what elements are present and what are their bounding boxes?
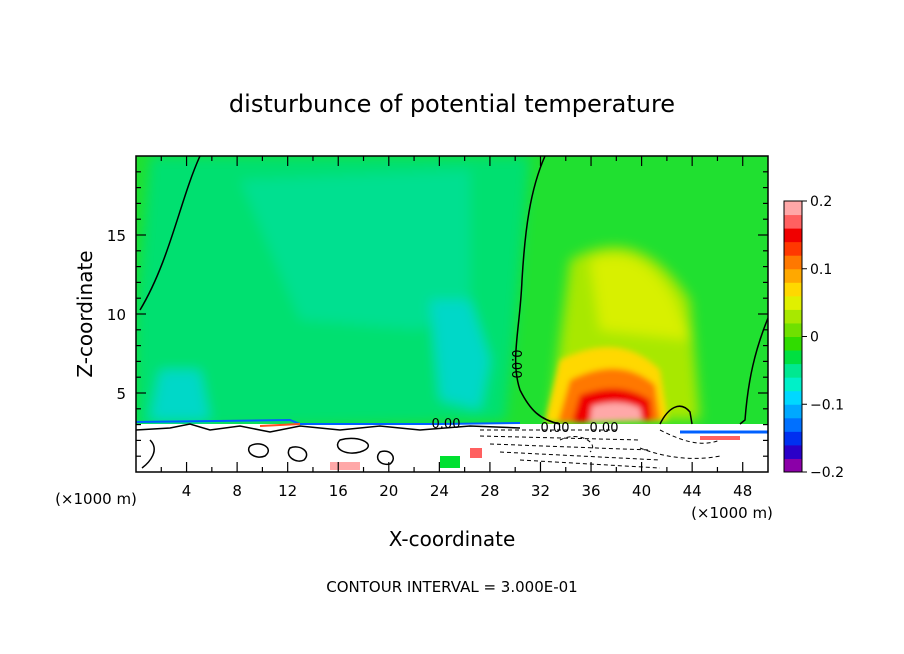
negative-contours xyxy=(479,429,721,469)
warm-core xyxy=(590,402,642,422)
y-tick-label: 10 xyxy=(107,306,126,324)
surface-contour xyxy=(136,423,521,433)
axis-ticks xyxy=(136,156,768,472)
cold-patch xyxy=(150,370,210,420)
colorbar-tick-label: −0.2 xyxy=(810,465,844,481)
colorbar-swatch xyxy=(784,295,802,310)
colorbar-swatch xyxy=(784,282,802,297)
surface-color-patches xyxy=(330,436,740,470)
colorbar-swatch xyxy=(784,268,802,283)
surface-edge-warm xyxy=(259,423,301,427)
x-tick-label: 20 xyxy=(379,482,398,500)
contour-label: 0.00 xyxy=(508,350,523,379)
x-tick-label: 4 xyxy=(182,482,192,500)
zero-contour xyxy=(139,156,201,311)
colorbar-swatch xyxy=(784,417,802,432)
chart-title: disturbunce of potential temperature xyxy=(229,90,675,118)
colorbar: 0.2 0.1 0 −0.1 −0.2 xyxy=(783,194,844,481)
contour-label: 0.00 xyxy=(541,421,570,436)
colorbar-swatch xyxy=(784,214,802,229)
contour-label-layer: 0.00 0.00 0.00 0.00 xyxy=(432,350,619,436)
colorbar-swatch xyxy=(784,404,802,419)
colorbar-swatch xyxy=(784,255,802,270)
contour-interval-note: CONTOUR INTERVAL = 3.000E-01 xyxy=(326,578,577,596)
colorbar-swatch xyxy=(784,336,802,351)
colorbar-swatch xyxy=(784,241,802,256)
y-tick-label: 5 xyxy=(116,385,126,403)
x-tick-label: 24 xyxy=(430,482,449,500)
colorbar-swatch xyxy=(784,201,802,216)
contour-lines xyxy=(136,156,768,469)
contour-label: 0.00 xyxy=(432,417,461,432)
x-unit-label-right: (×1000 m) xyxy=(691,504,773,522)
x-tick-label: 36 xyxy=(581,482,600,500)
colorbar-tick-label: −0.1 xyxy=(810,397,844,413)
x-tick-label: 32 xyxy=(531,482,550,500)
y-axis-title: Z-coordinate xyxy=(73,250,97,377)
x-tick-label: 16 xyxy=(329,482,348,500)
colorbar-tick-label: 0.2 xyxy=(810,194,832,210)
colorbar-swatch xyxy=(784,377,802,392)
cold-patch xyxy=(430,300,490,410)
zero-contour xyxy=(659,405,693,425)
colorbar-swatch xyxy=(784,363,802,378)
surface-contour xyxy=(141,439,155,469)
y-tick-label: 15 xyxy=(107,227,126,245)
colorbar-swatch xyxy=(784,309,802,324)
colorbar-swatch xyxy=(784,458,802,473)
colorbar-swatch xyxy=(784,444,802,459)
x-tick-label: 28 xyxy=(480,482,499,500)
surface-contour xyxy=(248,443,270,458)
colorbar-swatch xyxy=(784,350,802,365)
x-tick-label: 12 xyxy=(278,482,297,500)
cooler-patch xyxy=(240,170,470,330)
surface-contour xyxy=(376,450,394,466)
plot-area xyxy=(136,156,768,472)
warm-region-inner xyxy=(590,255,690,340)
surface-contour xyxy=(336,437,369,454)
colorbar-swatch xyxy=(784,431,802,446)
color-patch xyxy=(440,456,460,468)
contour-label: 0.00 xyxy=(590,421,619,436)
surface-contour xyxy=(287,446,308,462)
x-tick-label: 8 xyxy=(232,482,242,500)
x-tick-label: 48 xyxy=(733,482,752,500)
x-tick-label: 40 xyxy=(632,482,651,500)
x-tick-label: 44 xyxy=(683,482,702,500)
x-unit-label: (×1000 m) xyxy=(55,490,137,508)
colorbar-tick-label: 0 xyxy=(810,330,819,346)
colorbar-tick-label: 0.1 xyxy=(810,262,832,278)
colorbar-swatch xyxy=(784,322,802,337)
colorbar-swatch xyxy=(784,228,802,243)
x-axis-title: X-coordinate xyxy=(389,527,516,551)
color-patch xyxy=(470,448,482,458)
zero-contour xyxy=(514,156,561,425)
colorbar-swatch xyxy=(784,390,802,405)
color-patch xyxy=(330,462,360,470)
color-patch xyxy=(700,436,740,440)
